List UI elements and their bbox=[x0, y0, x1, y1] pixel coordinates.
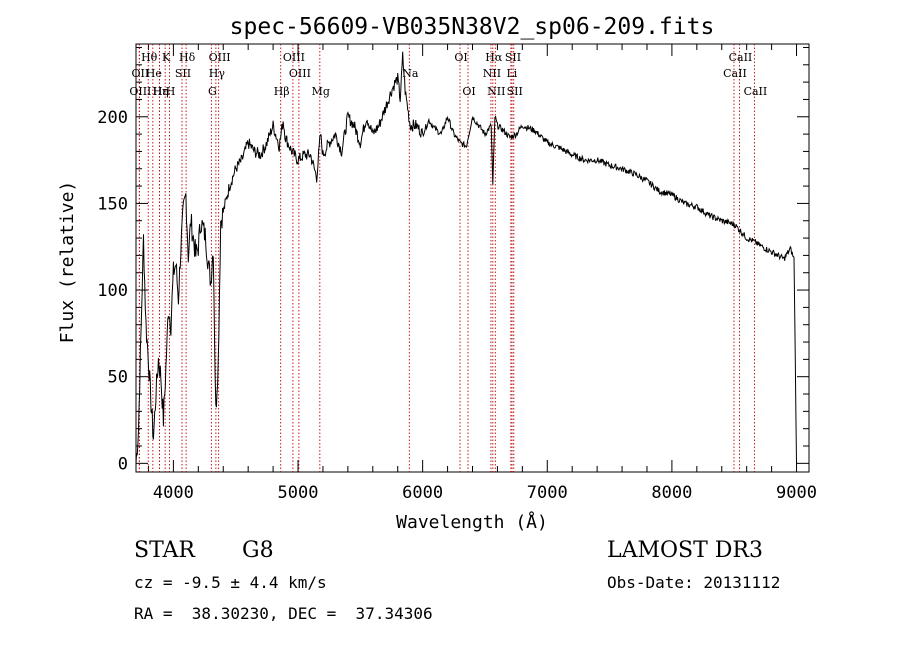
object-subclass: G8 bbox=[242, 538, 274, 563]
line-marker-label: Hε bbox=[153, 85, 169, 98]
line-marker-label: OII bbox=[132, 67, 150, 80]
chart-title: spec-56609-VB035N38V2_sp06-209.fits bbox=[230, 14, 715, 40]
x-tick-label: 6000 bbox=[402, 483, 443, 503]
ra-dec-coordinates: RA = 38.30230, DEC = 37.34306 bbox=[134, 604, 433, 623]
x-tick-label: 8000 bbox=[651, 483, 692, 503]
line-marker-label: H bbox=[166, 85, 176, 98]
line-marker-label: K bbox=[162, 51, 171, 64]
x-axis-label: Wavelength (Å) bbox=[396, 511, 548, 533]
line-marker-label: OI bbox=[462, 85, 475, 98]
line-marker-label: OIII bbox=[283, 51, 305, 64]
line-marker-label: CaII bbox=[744, 85, 768, 98]
plot-area: 4000 5000 6000 7000 8000 9000 0 50 100 150 200 Hθ OI… bbox=[97, 43, 817, 503]
y-tick-label: 50 bbox=[108, 368, 128, 388]
line-marker-label: Hδ bbox=[179, 51, 196, 64]
y-tick-label: 200 bbox=[97, 108, 128, 128]
y-axis-label: Flux (relative) bbox=[57, 181, 78, 344]
line-marker-label: Mg bbox=[312, 85, 330, 98]
line-marker-label: NII bbox=[483, 67, 501, 80]
observation-date: Obs-Date: 20131112 bbox=[607, 573, 781, 592]
line-marker-label: CaII bbox=[729, 51, 753, 64]
line-marker-label: Na bbox=[402, 67, 419, 80]
x-tick-label: 5000 bbox=[278, 483, 319, 503]
plot-frame bbox=[135, 43, 810, 473]
line-marker-label: OI bbox=[454, 51, 467, 64]
line-marker-label: He bbox=[146, 67, 162, 80]
line-marker-label: Hγ bbox=[209, 67, 226, 80]
redshift-velocity: cz = -9.5 ± 4.4 km/s bbox=[134, 573, 327, 592]
object-class: STAR bbox=[134, 538, 195, 563]
line-marker-label: OIII bbox=[209, 51, 231, 64]
y-tick-label: 100 bbox=[97, 281, 128, 301]
x-tick-label: 9000 bbox=[776, 483, 817, 503]
y-tick-label: 0 bbox=[118, 454, 128, 474]
line-marker-label: Hβ bbox=[274, 85, 290, 98]
line-marker-label: SII bbox=[505, 51, 521, 64]
line-marker-label: OIII bbox=[129, 85, 151, 98]
line-marker-label: Hη bbox=[152, 85, 168, 98]
x-tick-label: 7000 bbox=[527, 483, 568, 503]
line-marker-label: SII bbox=[175, 67, 191, 80]
line-marker-label: NII bbox=[487, 85, 505, 98]
line-marker-label: Hθ bbox=[141, 51, 158, 64]
line-marker-label: SII bbox=[507, 85, 523, 98]
survey-name: LAMOST DR3 bbox=[607, 538, 763, 563]
y-tick-label: 150 bbox=[97, 194, 128, 214]
line-marker-label: CaII bbox=[723, 67, 747, 80]
line-marker-label: Hα bbox=[485, 51, 503, 64]
line-marker-label: G bbox=[208, 85, 217, 98]
line-marker-label: OIII bbox=[289, 67, 311, 80]
line-marker-label: Li bbox=[506, 67, 517, 80]
spectrum-line bbox=[135, 51, 797, 464]
x-tick-label: 4000 bbox=[153, 483, 194, 503]
